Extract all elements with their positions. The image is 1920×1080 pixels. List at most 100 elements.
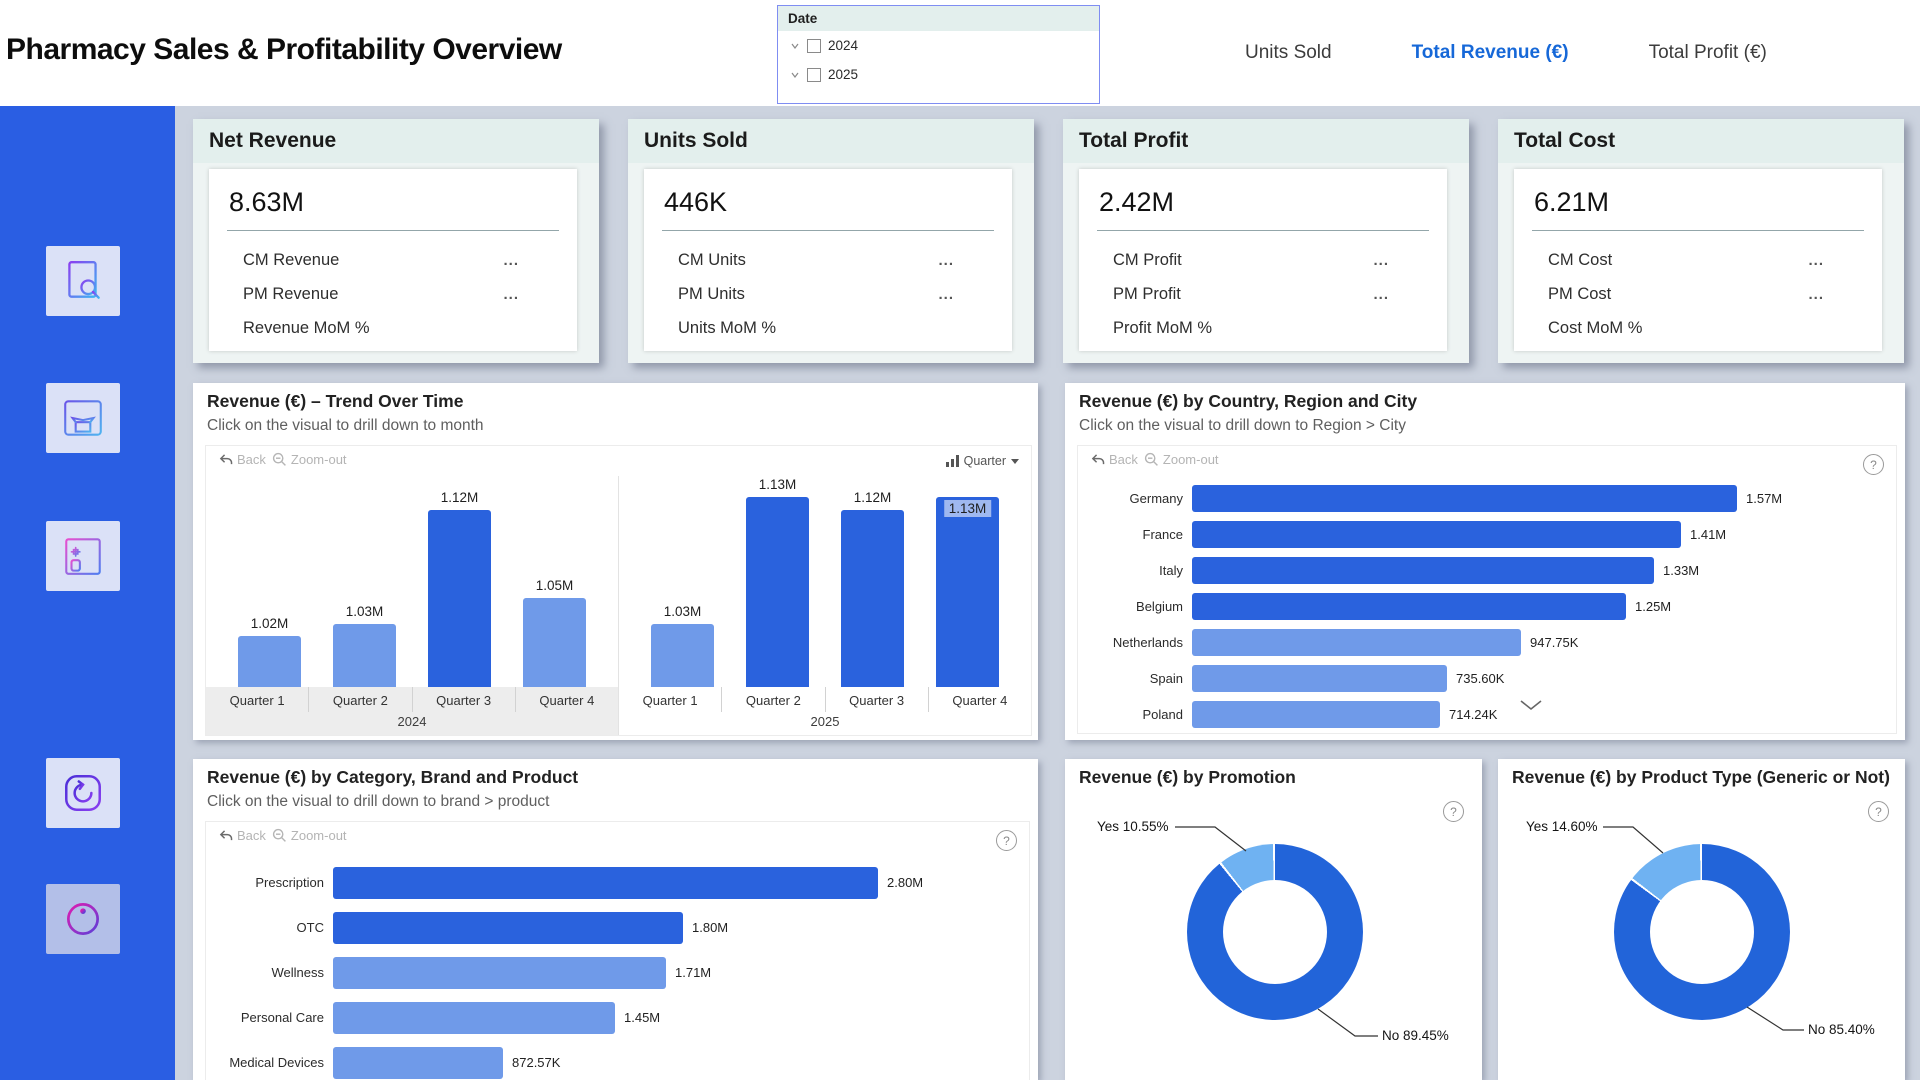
zoom-out-button[interactable]: Zoom-out [1144,452,1219,467]
row-menu-icon[interactable]: ... [1373,251,1389,269]
row-menu-icon[interactable]: ... [938,285,954,303]
bar-otc[interactable] [333,911,683,944]
row-menu-icon[interactable]: ... [503,285,519,303]
page-tabs: Units Sold Total Revenue (€) Total Profi… [1245,0,1767,106]
bar-belgium[interactable] [1192,592,1626,620]
scroll-down-chevron-icon[interactable] [1518,699,1544,712]
hbar-row-belgium: Belgium 1.25M [1078,588,1896,624]
chevron-down-icon[interactable] [790,41,800,51]
kpi-value: 446K [662,181,994,231]
bar-2024-quarter-4[interactable] [523,598,586,687]
bar-2025-quarter-4[interactable] [936,497,999,687]
trend-bar-group: 1.03M [651,476,714,687]
category-chart-panel: Revenue (€) by Category, Brand and Produ… [193,759,1038,1080]
help-icon[interactable]: ? [1868,801,1889,822]
trend-bar-group: 1.13M [746,476,809,687]
x-axis-tick: Quarter 1 [642,693,698,708]
bar-2024-quarter-3[interactable] [428,510,491,687]
bar-2024-quarter-1[interactable] [238,636,301,687]
date-slicer-option-2024[interactable]: 2024 [778,31,1099,60]
kpi-card-total-cost: Total Cost 6.21M CM Cost... PM Cost... C… [1498,119,1904,363]
report-search-icon [68,261,100,299]
bar-italy[interactable] [1192,556,1654,584]
category-label: OTC [296,920,324,935]
zoom-out-icon [1144,452,1158,466]
bar-value-label: 1.80M [692,920,729,935]
sidebar-item-sales-report[interactable] [46,246,120,316]
year-2024-checkbox[interactable] [807,38,821,53]
promotion-donut[interactable] [1187,844,1363,1020]
back-button[interactable]: Back [218,828,266,843]
tab-total-revenue[interactable]: Total Revenue (€) [1411,42,1569,63]
bar-value-label: 2.80M [887,875,924,890]
bar-germany[interactable] [1192,484,1737,512]
slice-label-no: No 89.45% [1382,1028,1449,1043]
bar-value-label: 1.57M [1746,490,1783,506]
help-icon[interactable]: ? [1863,454,1884,475]
sidebar-item-info[interactable] [46,884,120,954]
bar-wellness[interactable] [333,956,666,989]
help-icon[interactable]: ? [996,830,1017,851]
hbar-row-personal-care: Personal Care 1.45M [206,995,1029,1040]
axis-field-dropdown[interactable]: Quarter [945,454,1019,468]
bar-value-label: 714.24K [1449,706,1498,722]
hbar-row-wellness: Wellness 1.71M [206,950,1029,995]
x-axis-tick: Quarter 4 [927,687,1031,712]
bar-personal-care[interactable] [333,1001,615,1034]
bar-poland[interactable] [1192,700,1440,728]
tab-units-sold[interactable]: Units Sold [1245,42,1332,63]
date-slicer-title: Date [778,6,1099,31]
bar-value-label: 1.25M [1635,598,1672,614]
bar-2024-quarter-2[interactable] [333,624,396,687]
date-slicer-option-2025[interactable]: 2025 [778,60,1099,89]
sidebar-item-products[interactable] [46,383,120,453]
bar-spain[interactable] [1192,664,1447,692]
x-axis-year-label: 2025 [810,714,840,729]
bar-2025-quarter-3[interactable] [841,510,904,687]
bar-medical-devices[interactable] [333,1046,503,1079]
product-box-icon [64,400,102,436]
trend-bar-group: 1.12M [428,476,491,687]
zoom-out-icon [272,452,286,466]
bar-value-label: 1.13M [758,477,797,492]
bar-value-label: 1.41M [1690,526,1727,542]
promotion-donut-panel: Revenue (€) by Promotion ? Yes 10.55% No… [1065,759,1482,1080]
trend-bar-group: 1.05M [523,476,586,687]
refresh-icon [65,775,101,811]
kpi-body: 446K CM Units... PM Units... Units MoM % [644,169,1012,351]
bar-prescription[interactable] [333,866,878,899]
zoom-out-button[interactable]: Zoom-out [272,452,347,467]
row-menu-icon[interactable]: ... [1808,251,1824,269]
product-type-donut[interactable] [1614,844,1790,1020]
sidebar-item-medical-report[interactable] [46,521,120,591]
country-chart-panel: Revenue (€) by Country, Region and City … [1065,383,1905,740]
zoom-out-button[interactable]: Zoom-out [272,828,347,843]
back-button[interactable]: Back [1090,452,1138,467]
kpi-body: 2.42M CM Profit... PM Profit... Profit M… [1079,169,1447,351]
tab-total-profit[interactable]: Total Profit (€) [1648,42,1767,63]
bar-netherlands[interactable] [1192,628,1521,656]
back-button[interactable]: Back [218,452,266,467]
bar-2025-quarter-1[interactable] [651,624,714,687]
help-icon[interactable]: ? [1443,801,1464,822]
row-menu-icon[interactable]: ... [1373,285,1389,303]
category-label: Prescription [255,875,324,890]
medical-report-icon [65,538,101,575]
trend-bar-group: 1.02M [238,476,301,687]
chart-title: Revenue (€) by Country, Region and City [1079,391,1418,411]
date-slicer[interactable]: Date 2024 2025 [777,5,1100,104]
kpi-value: 6.21M [1532,181,1864,231]
trend-bar-group: 1.12M [841,476,904,687]
bar-value-label: 872.57K [512,1055,561,1070]
bar-france[interactable] [1192,520,1681,548]
row-menu-icon[interactable]: ... [938,251,954,269]
sidebar-item-refresh[interactable] [46,758,120,828]
hbar-row-germany: Germany 1.57M [1078,480,1896,516]
sidebar-nav [0,106,175,1080]
category-label: Spain [1149,670,1183,686]
bar-2025-quarter-2[interactable] [746,497,809,687]
row-menu-icon[interactable]: ... [1808,285,1824,303]
row-menu-icon[interactable]: ... [503,251,519,269]
chevron-down-icon[interactable] [790,70,800,80]
year-2025-checkbox[interactable] [807,67,821,82]
